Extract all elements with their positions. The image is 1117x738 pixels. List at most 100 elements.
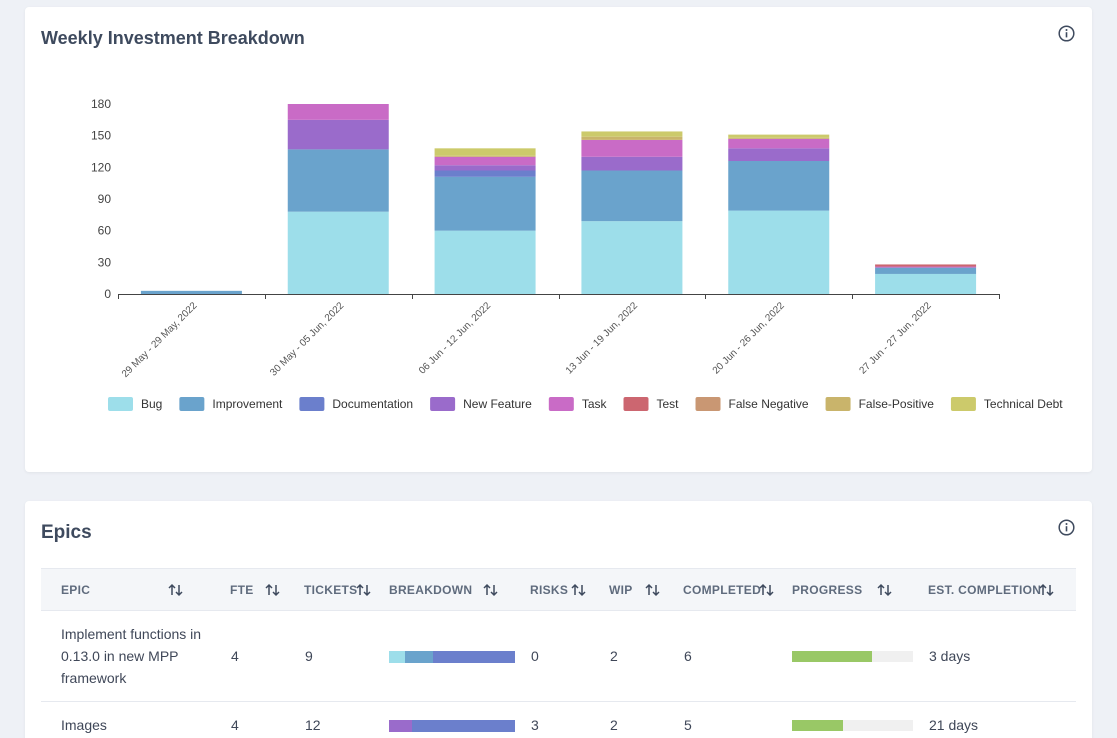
epics-title: Epics [41, 522, 92, 543]
progress-bar-fill [792, 720, 843, 731]
bar-segment [434, 148, 536, 156]
progress-bar-fill [792, 651, 872, 662]
legend-label: False Negative [729, 397, 809, 411]
epics-card: Epics EPIC FTE TICKETS BREAKDOWN RISKS W… [25, 501, 1092, 738]
legend-swatch [299, 397, 325, 411]
risks-value: 0 [531, 648, 539, 664]
bar-segment [434, 170, 536, 177]
sort-icon[interactable] [265, 583, 281, 597]
sort-icon[interactable] [877, 583, 893, 597]
column-header-est-completion[interactable]: EST. COMPLETION [928, 583, 1042, 597]
legend-label: Bug [141, 397, 162, 411]
bar-segment [728, 137, 830, 139]
progress-bar [792, 720, 913, 731]
legend-swatch [950, 397, 976, 411]
column-header-completed[interactable]: COMPLETED [683, 583, 762, 597]
wip-value: 2 [610, 648, 618, 664]
weekly-investment-card: 0 30 60 90 120 150 180 29 May - 29 May, 2022 30 … [25, 7, 1092, 472]
completed-value: 5 [684, 717, 692, 733]
x-tick-label: 30 May - 05 Jun, 2022 [268, 300, 346, 378]
x-tick-label: 27 Jun - 27 Jun, 2022 [858, 300, 934, 376]
bar-segment [581, 221, 683, 294]
bar-segment [434, 156, 536, 166]
bar-segment [140, 290, 242, 294]
epics-table: EPIC FTE TICKETS BREAKDOWN RISKS WIP COM… [41, 568, 1076, 738]
legend-label: Technical Debt [984, 397, 1063, 411]
x-tick-label: 13 Jun - 19 Jun, 2022 [564, 300, 640, 376]
tickets-value: 9 [305, 648, 313, 664]
y-tick-label: 0 [104, 287, 111, 301]
column-header-risks[interactable]: RISKS [530, 583, 569, 597]
sort-icon[interactable] [483, 583, 499, 597]
legend-label: Improvement [212, 397, 283, 411]
bar-segment [728, 210, 830, 294]
fte-value: 4 [231, 648, 239, 664]
weekly-investment-chart: 0 30 60 90 120 150 180 29 May - 29 May, 2022 30 … [91, 97, 1063, 411]
legend-swatch [825, 397, 851, 411]
tickets-value: 12 [305, 717, 321, 733]
bar-segment [287, 211, 389, 294]
y-tick-label: 60 [98, 224, 112, 238]
table-row[interactable]: Images 4 12 3 2 5 21 days [41, 702, 1076, 738]
bar-segment [434, 165, 536, 171]
sort-icon[interactable] [759, 583, 775, 597]
legend-label: False-Positive [859, 397, 935, 411]
fte-value: 4 [231, 717, 239, 733]
bar-segment [728, 134, 830, 138]
column-header-tickets[interactable]: TICKETS [304, 583, 358, 597]
legend-swatch [623, 397, 649, 411]
y-tick-label: 30 [98, 255, 112, 269]
x-tick-label: 20 Jun - 26 Jun, 2022 [711, 300, 787, 376]
epic-name[interactable]: Images [61, 717, 107, 733]
bar-segment [581, 136, 683, 140]
column-header-wip[interactable]: WIP [609, 583, 633, 597]
completed-value: 6 [684, 648, 692, 664]
bar-segment [875, 266, 977, 268]
column-header-fte[interactable]: FTE [230, 583, 254, 597]
table-row[interactable]: Implement functions in 0.13.0 in new MPP… [41, 611, 1076, 702]
bar-segment [728, 148, 830, 161]
bar-segment [581, 139, 683, 157]
legend-label: New Feature [463, 397, 532, 411]
bar-segment [728, 161, 830, 211]
y-tick-label: 90 [98, 192, 112, 206]
breakdown-bar [389, 720, 515, 732]
bar-segment [287, 149, 389, 212]
y-tick-label: 150 [91, 129, 111, 143]
breakdown-segment [433, 651, 515, 663]
bar-segment [875, 273, 977, 294]
sort-icon[interactable] [168, 583, 184, 597]
bar-segment [287, 119, 389, 150]
bar-segment [581, 170, 683, 222]
breakdown-segment [389, 720, 412, 732]
legend-label: Test [657, 397, 680, 411]
bar-segment [875, 264, 977, 267]
epic-name[interactable]: Implement functions in 0.13.0 in new MPP… [61, 626, 202, 686]
sort-icon[interactable] [1039, 583, 1055, 597]
bar-segment [287, 104, 389, 120]
bar-segment [728, 138, 830, 149]
info-icon[interactable] [1058, 25, 1075, 42]
y-tick-label: 120 [91, 160, 111, 174]
wip-value: 2 [610, 717, 618, 733]
sort-icon[interactable] [645, 583, 661, 597]
breakdown-bar [389, 651, 515, 663]
sort-icon[interactable] [356, 583, 372, 597]
est-completion-value: 3 days [929, 648, 971, 664]
info-icon[interactable] [1058, 519, 1075, 536]
bar-segment [581, 156, 683, 171]
legend-label: Documentation [332, 397, 413, 411]
table-header: EPIC FTE TICKETS BREAKDOWN RISKS WIP COM… [41, 568, 1076, 611]
bar-segment [434, 155, 536, 157]
sort-icon[interactable] [571, 583, 587, 597]
breakdown-segment [411, 720, 515, 732]
legend-swatch [179, 397, 205, 411]
column-header-epic[interactable]: EPIC [61, 583, 91, 597]
column-header-breakdown[interactable]: BREAKDOWN [389, 583, 473, 597]
x-tick-label: 06 Jun - 12 Jun, 2022 [417, 300, 493, 376]
y-tick-label: 180 [91, 97, 111, 111]
column-header-progress[interactable]: PROGRESS [792, 583, 863, 597]
x-tick-label: 29 May - 29 May, 2022 [120, 300, 200, 380]
est-completion-value: 21 days [929, 717, 979, 733]
bar-segment [434, 230, 536, 294]
